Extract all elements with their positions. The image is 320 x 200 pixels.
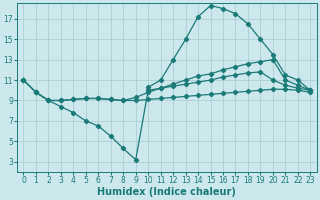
X-axis label: Humidex (Indice chaleur): Humidex (Indice chaleur): [98, 187, 236, 197]
